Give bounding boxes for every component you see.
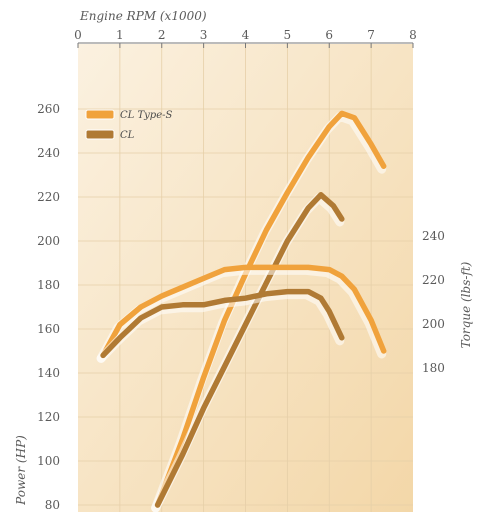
y-left-tick-label: 180 bbox=[37, 278, 60, 292]
x-tick-label: 5 bbox=[284, 28, 292, 42]
x-tick-label: 3 bbox=[200, 28, 208, 42]
legend-label: CL Type-S bbox=[120, 110, 172, 121]
x-tick-label: 0 bbox=[74, 28, 82, 42]
axes: 0 1 2 3 4 5 6 7 8 Engine RPM (x1000) 80 100 120 140 16… bbox=[14, 9, 473, 512]
x-tick-label: 1 bbox=[116, 28, 124, 42]
y-left-tick-label: 260 bbox=[37, 102, 60, 116]
x-tick-label: 8 bbox=[409, 28, 417, 42]
legend-swatch bbox=[85, 109, 115, 120]
y-right-tick-label: 200 bbox=[422, 317, 445, 331]
legend-label: CL bbox=[120, 130, 135, 141]
x-tick-label: 6 bbox=[325, 28, 333, 42]
series-line-torque-cl-type-s bbox=[100, 264, 387, 359]
series-layer bbox=[96, 110, 387, 512]
y-right-tick-label: 220 bbox=[422, 273, 445, 287]
y-left-axis-title: Power (HP) bbox=[14, 435, 28, 506]
legend-swatch bbox=[85, 129, 115, 140]
series-line-power-cl-type-s bbox=[154, 110, 387, 508]
y-left-tick-label: 240 bbox=[37, 146, 60, 160]
series-line-power-cl bbox=[154, 192, 345, 508]
y-right-axis-title: Torque (lbs-ft) bbox=[459, 261, 473, 348]
y-right-tick-label: 240 bbox=[422, 229, 445, 243]
x-axis-title: Engine RPM (x1000) bbox=[79, 9, 207, 23]
y-left-tick-label: 200 bbox=[37, 234, 60, 248]
x-tick-label: 7 bbox=[367, 28, 375, 42]
legend: CL Type-S CL bbox=[85, 109, 172, 141]
y-right-tick-label: 180 bbox=[422, 361, 445, 375]
y-left-tick-label: 220 bbox=[37, 190, 60, 204]
y-left-tick-label: 120 bbox=[37, 410, 60, 424]
y-left-tick-label: 140 bbox=[37, 366, 60, 380]
y-left-tick-label: 80 bbox=[45, 498, 60, 512]
y-left-tick-label: 100 bbox=[37, 454, 60, 468]
series-line-torque-cl bbox=[100, 288, 345, 359]
x-tick-label: 4 bbox=[242, 28, 250, 42]
y-left-tick-label: 160 bbox=[37, 322, 60, 336]
x-tick-label: 2 bbox=[158, 28, 166, 42]
